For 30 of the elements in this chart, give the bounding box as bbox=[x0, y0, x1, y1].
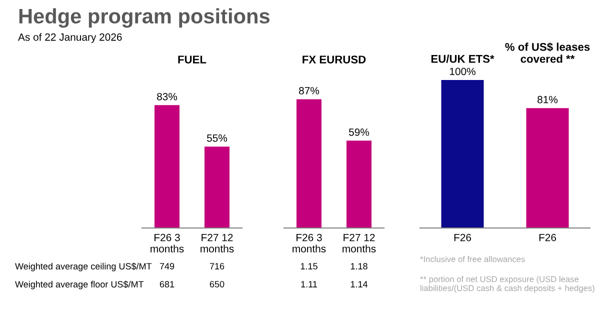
data-label: 81% bbox=[538, 96, 558, 104]
x-tick-label: F26 bbox=[454, 234, 472, 242]
text: Weighted average ceiling US$/MT bbox=[15, 262, 152, 272]
text: ** portion of net USD exposure (USD lease liabilities/(USD cash & cash deposits + hedges) bbox=[420, 276, 594, 293]
text: 749 bbox=[160, 263, 174, 270]
data-label: 100% bbox=[450, 68, 476, 76]
x-tick-label: F27 12 months bbox=[200, 234, 234, 252]
text: Hedge program positions bbox=[19, 8, 270, 28]
text: 716 bbox=[210, 263, 224, 270]
chart-title: FUEL bbox=[178, 56, 206, 64]
data-label: 83% bbox=[157, 92, 178, 100]
text: Weighted average floor US$/MT bbox=[15, 280, 144, 290]
chart-title: FX EURUSD bbox=[302, 56, 366, 64]
x-tick-label: F26 3 months bbox=[292, 234, 326, 252]
text: 681 bbox=[160, 281, 174, 288]
text: 1.11 bbox=[301, 281, 318, 288]
text: EU/UK ETS* bbox=[431, 54, 494, 63]
text: 1.18 bbox=[350, 263, 368, 270]
data-label: 87% bbox=[299, 87, 320, 94]
x-tick-label: F27 12 months bbox=[342, 234, 376, 252]
text: 1.15 bbox=[300, 263, 318, 270]
text: As of 22 January 2026 bbox=[18, 33, 122, 43]
text: 650 bbox=[210, 281, 224, 288]
data-label: 59% bbox=[348, 128, 370, 136]
text: 1.14 bbox=[350, 281, 368, 288]
x-tick-label: F26 bbox=[539, 234, 556, 242]
text: % of US$ leases covered ** bbox=[505, 42, 590, 63]
data-label: 55% bbox=[206, 134, 228, 142]
x-tick-label: F26 3 months bbox=[150, 234, 184, 252]
text: *Inclusive of free allowances bbox=[420, 256, 525, 262]
